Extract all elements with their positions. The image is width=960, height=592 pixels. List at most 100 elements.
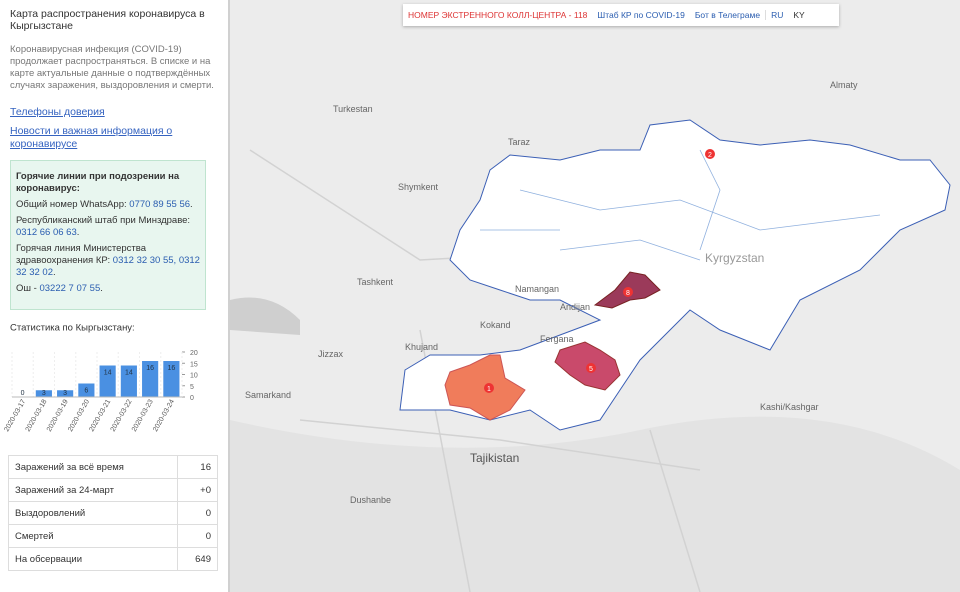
x-tick-label: 2020-03-17: [3, 398, 27, 433]
place-label: Khujand: [405, 342, 438, 352]
link[interactable]: Телефоны доверия: [10, 106, 105, 118]
hotline: Ош - 03222 7 07 55.: [16, 283, 200, 295]
value-label: 16: [167, 365, 175, 372]
marker-label: 2: [708, 152, 712, 159]
marker[interactable]: [623, 287, 633, 297]
marker-label: 5: [589, 366, 593, 373]
place-label: Kashi/Kashgar: [760, 402, 819, 412]
cell: На обсервации: [8, 547, 178, 571]
value-label: 14: [104, 370, 112, 377]
place-label: Fergana: [540, 334, 574, 344]
lang-ru[interactable]: RU: [765, 10, 788, 20]
cell: Заражений за 24-март: [8, 478, 178, 502]
cell: 16: [176, 455, 219, 479]
hq-link[interactable]: Штаб КР по COVID-19: [597, 10, 685, 20]
cell: 649: [176, 547, 219, 571]
top-bar: НОМЕР ЭКСТРЕННОГО КОЛЛ-ЦЕНТРА - 118 Штаб…: [403, 4, 839, 26]
place-label: Almaty: [830, 80, 858, 90]
place-label: Jizzax: [318, 349, 344, 359]
value-label: 0: [21, 390, 25, 397]
x-tick-label: 2020-03-22: [110, 398, 134, 433]
lake: [230, 297, 300, 335]
emergency-number[interactable]: НОМЕР ЭКСТРЕННОГО КОЛЛ-ЦЕНТРА - 118: [408, 10, 588, 20]
country-label: Kyrgyzstan: [705, 251, 764, 265]
bar: [142, 361, 159, 397]
cell: 0: [176, 501, 219, 525]
x-tick-label: 2020-03-23: [131, 398, 155, 433]
place-label: Andijan: [560, 302, 590, 312]
row: На обсервации 649: [8, 547, 219, 571]
place-label: Samarkand: [245, 390, 291, 400]
x-tick-label: 2020-03-19: [46, 398, 70, 433]
marker[interactable]: [484, 383, 494, 393]
y-tick-label: 5: [190, 384, 194, 391]
punct: .: [52, 267, 56, 278]
hotline: Общий номер WhatsApp: 0770 89 55 56.: [16, 199, 200, 211]
description: Коронавирусная инфекция (COVID-19) продо…: [10, 44, 214, 91]
bar: [163, 361, 180, 397]
sidebar: Карта распространения коронавируса в Кыр…: [0, 0, 230, 592]
title: Карта распространения коронавируса в Кыр…: [10, 8, 205, 32]
cell: Заражений за всё время: [8, 455, 178, 479]
marker[interactable]: [705, 149, 715, 159]
marker-label: 1: [487, 386, 491, 393]
rivers: [480, 149, 881, 261]
marker-label: 8: [626, 290, 630, 297]
bar: [99, 365, 116, 397]
value-label: 16: [146, 365, 154, 372]
cell: Смертей: [8, 524, 178, 548]
place-label: Namangan: [515, 284, 559, 294]
place-label: Turkestan: [333, 104, 373, 114]
place-label: Shymkent: [398, 182, 439, 192]
x-tick-label: 2020-03-24: [152, 398, 176, 433]
row: Заражений за 24-март +0: [8, 478, 219, 502]
phone[interactable]: 03222 7 07 55: [39, 283, 101, 294]
bar: [57, 390, 74, 397]
country-label: Tajikistan: [470, 451, 519, 465]
hotline: Республиканский штаб при Минздраве: 0312…: [16, 215, 200, 239]
y-tick-label: 10: [190, 373, 198, 380]
value-label: 3: [42, 390, 46, 397]
phone[interactable]: 0312 66 06 63: [16, 227, 77, 238]
hotline-label: Общий номер WhatsApp:: [16, 199, 127, 210]
y-tick-label: 15: [190, 361, 198, 368]
hotline-label: Ош -: [16, 283, 37, 294]
cell: +0: [176, 478, 219, 502]
punct: .: [100, 283, 103, 294]
map-markers: 2 8 5 1: [484, 149, 715, 393]
place-label: Tashkent: [357, 277, 394, 287]
place-label: Dushanbe: [350, 495, 391, 505]
lang-ky[interactable]: KY: [793, 10, 805, 20]
bot-link[interactable]: Бот в Телеграме: [694, 10, 761, 20]
hotlines-heading: Горячие линии при подозрении на коронави…: [16, 171, 180, 194]
bar: [78, 383, 95, 397]
value-label: 6: [84, 388, 88, 395]
x-tick-label: 2020-03-18: [25, 398, 49, 433]
link[interactable]: Новости и важная информация о коронавиру…: [10, 125, 173, 150]
cell: Выздоровлений: [8, 501, 178, 525]
marker[interactable]: [586, 363, 596, 373]
hotline: Горячая линия Министерства здравоохранен…: [16, 243, 200, 279]
hotline-label: Республиканский штаб при Минздраве:: [16, 215, 191, 226]
punct: .: [190, 199, 193, 210]
row: Выздоровлений 0: [8, 501, 219, 525]
y-tick-label: 20: [190, 350, 198, 357]
value-label: 3: [63, 390, 67, 397]
chart: Статистика по Кыргызстану: 0510152002020…: [3, 323, 198, 433]
punct: .: [76, 227, 80, 238]
x-tick-label: 2020-03-20: [67, 398, 91, 433]
value-label: 14: [125, 370, 133, 377]
chart-title: Статистика по Кыргызстану:: [10, 323, 135, 334]
phone[interactable]: 0312 32 30 55, 0312 32 32 02: [16, 255, 200, 278]
kyrgyzstan: [399, 119, 951, 431]
row: Смертей 0: [8, 524, 219, 548]
row: Заражений за всё время 16: [8, 455, 219, 479]
bar: [35, 390, 52, 397]
terrain: [230, 416, 960, 592]
phone[interactable]: 0770 89 55 56: [129, 199, 191, 210]
stats-table: Заражений за всё время 16 Заражений за 24…: [8, 455, 219, 571]
place-label: Kokand: [480, 320, 511, 330]
cell: 0: [176, 524, 219, 548]
